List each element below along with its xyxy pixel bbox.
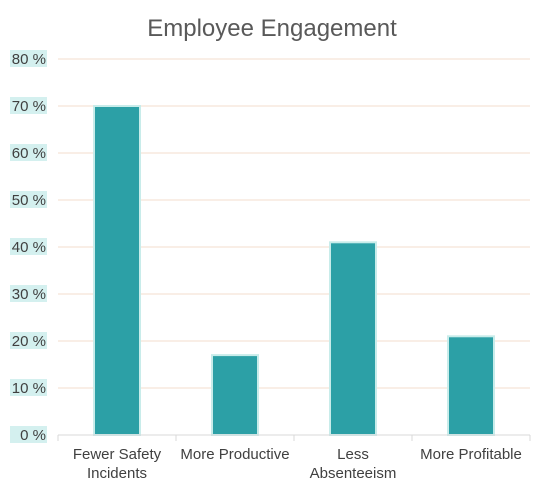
y-tick-label: 0 % [20, 427, 46, 444]
x-tick-label: More Profitable [420, 446, 522, 463]
x-axis [57, 434, 531, 441]
x-tick-label: Fewer Safety [73, 446, 162, 463]
y-tick-label: 10 % [12, 380, 46, 397]
y-tick-label-bg [10, 144, 47, 161]
x-axis-ticks: Fewer Safety Incidents More Productive Less… [73, 446, 522, 482]
y-tick-label-bg [10, 50, 47, 67]
y-tick-label-bg [10, 97, 47, 114]
y-tick-label: 80 % [12, 51, 46, 68]
y-tick-label-bg [10, 379, 47, 396]
y-tick-label: 50 % [12, 192, 46, 209]
y-axis-ticks: 0 % 10 % 20 % 30 % 40 % 50 % 60 % 70 % 80 % [10, 50, 47, 444]
y-tick-label-bg [10, 426, 47, 443]
bar [211, 354, 259, 437]
bar [93, 105, 141, 436]
y-tick-label-bg [10, 285, 47, 302]
x-tick-label: Less [337, 446, 369, 463]
x-tick-label: More Productive [180, 446, 289, 463]
x-tick-label: Incidents [87, 465, 147, 482]
y-tick-label: 40 % [12, 239, 46, 256]
y-tick-label: 20 % [12, 333, 46, 350]
y-tick-label: 30 % [12, 286, 46, 303]
chart-title: Employee Engagement [147, 15, 397, 42]
y-tick-label-bg [10, 238, 47, 255]
bars [93, 105, 495, 437]
y-tick-label-bg [10, 191, 47, 208]
bar [329, 241, 377, 436]
bar [447, 335, 495, 436]
y-tick-label: 70 % [12, 98, 46, 115]
y-tick-label: 60 % [12, 145, 46, 162]
x-tick-label: Absenteeism [310, 465, 397, 482]
y-tick-label-bg [10, 332, 47, 349]
